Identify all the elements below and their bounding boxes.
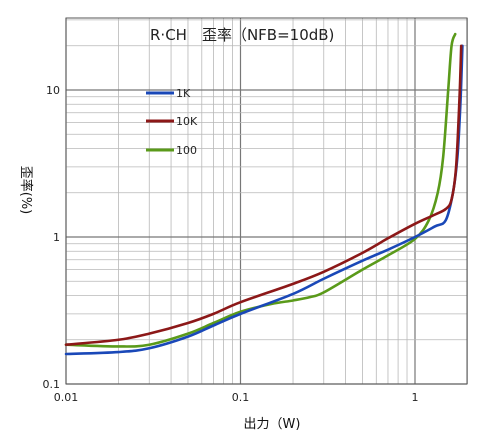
y-axis-label: 歪率(%) [18,166,34,215]
y-tick-label: 0.1 [43,378,61,391]
grid [65,18,468,385]
x-tick-label: 0.01 [54,391,79,404]
plot-area [66,18,467,384]
chart-title: R·CH 歪率（NFB=10dB) [150,26,334,44]
series-line-100 [64,32,457,348]
x-axis-label: 出力（W) [244,417,301,432]
y-tick-label: 10 [46,84,60,97]
x-tick-label: 0.1 [232,391,250,404]
legend-label-1k: 1K [176,87,191,100]
legend-label-100: 100 [176,144,197,157]
x-tick-label: 1 [412,391,419,404]
series-line-10k [64,44,463,347]
plot-frame [65,17,468,385]
y-tick-label: 1 [53,231,60,244]
series-group [64,32,464,356]
legend: 1K 10K 100 [146,87,198,157]
legend-label-10k: 10K [176,115,198,128]
